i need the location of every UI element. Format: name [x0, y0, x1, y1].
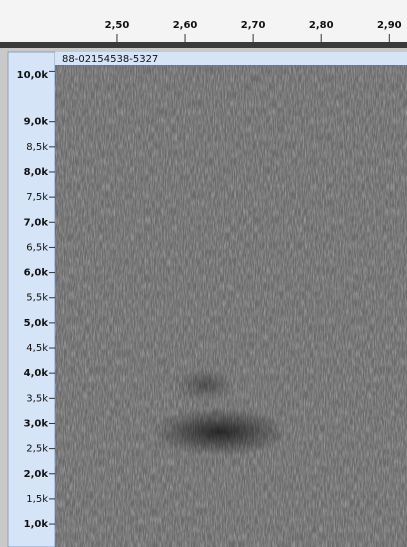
y-tick-label: 9,0k [24, 117, 49, 128]
y-tick-label: 3,0k [24, 418, 49, 429]
y-tick-label: 1,5k [26, 494, 48, 505]
frequency-axis-panel [7, 51, 56, 547]
y-tick-label: 10,0k [17, 70, 49, 81]
y-tick-label: 3,5k [26, 393, 48, 404]
track-name: 88-02154538-5327 [62, 54, 158, 65]
y-tick-label: 5,0k [24, 318, 49, 329]
spectrogram-texture [55, 65, 407, 547]
y-tick-label: 1,0k [24, 519, 49, 530]
x-tick-label: 2,70 [241, 20, 266, 31]
y-tick-label: 8,5k [26, 142, 48, 153]
y-tick-label: 2,5k [26, 444, 48, 455]
dark-region [152, 408, 288, 456]
y-tick-label: 4,5k [26, 343, 48, 354]
track-name-bar[interactable] [55, 52, 407, 65]
ruler-border [0, 42, 407, 48]
y-tick-label: 7,0k [24, 217, 49, 228]
y-tick-label: 6,0k [24, 268, 49, 279]
x-tick-label: 2,60 [173, 20, 198, 31]
dark-region [175, 369, 235, 401]
y-tick-label: 6,5k [26, 242, 48, 253]
y-tick-label: 2,0k [24, 469, 49, 480]
y-tick-label: 5,5k [26, 293, 48, 304]
y-tick-label: 7,5k [26, 192, 48, 203]
y-tick-label: 4,0k [24, 368, 49, 379]
y-tick-label: 8,0k [24, 167, 49, 178]
timeline-ruler[interactable] [0, 0, 407, 42]
spectrogram [55, 65, 407, 547]
x-tick-label: 2,50 [105, 20, 130, 31]
x-tick-label: 2,80 [309, 20, 334, 31]
x-tick-label: 2,90 [377, 20, 402, 31]
